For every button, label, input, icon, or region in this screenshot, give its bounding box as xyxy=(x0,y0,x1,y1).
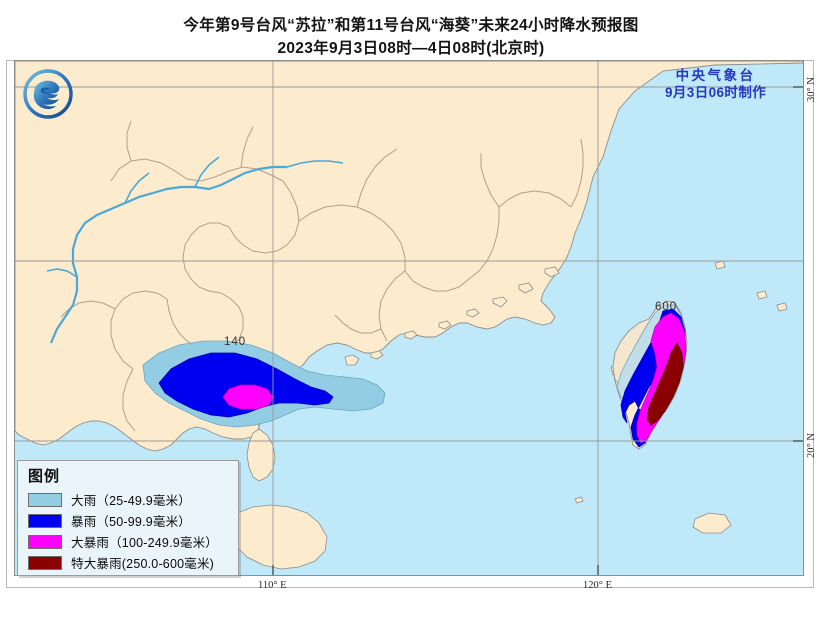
coastal-islet-d xyxy=(466,308,480,318)
latitude-label-20n: 20° N xyxy=(806,433,817,458)
title-line-2: 2023年9月3日08时—4日08时(北京时) xyxy=(277,40,545,57)
precip-bands-mainland xyxy=(142,340,386,428)
contour-label-140: 140 xyxy=(224,336,247,348)
dongsha-islet xyxy=(574,496,584,504)
latitude-label-30n: 30° N xyxy=(806,77,817,102)
coastal-islet-b xyxy=(404,330,418,340)
legend-swatch-extreme-torrential xyxy=(28,555,62,570)
longitude-label-110e: 110° E xyxy=(258,580,287,591)
band-100-mainland xyxy=(222,384,274,410)
river-group xyxy=(46,156,344,344)
coastal-islet-f xyxy=(518,282,534,294)
pearl-delta-islets xyxy=(344,354,360,366)
legend-item-heavy-torrential: 大暴雨（100-249.9毫米） xyxy=(28,531,218,552)
province-border-1 xyxy=(110,158,284,182)
legend-label-heavy-torrential: 大暴雨（100-249.9毫米） xyxy=(71,536,218,550)
province-border-17 xyxy=(240,126,254,168)
graticule-ticks xyxy=(272,86,803,575)
coastal-islet-g xyxy=(544,266,560,278)
logo-dragon-glyph xyxy=(33,80,60,109)
coastal-islet-e xyxy=(492,296,508,308)
legend-item-extreme-torrential: 特大暴雨(250.0-600毫米) xyxy=(28,552,218,573)
river-tributary-4 xyxy=(194,156,220,188)
legend-title: 图例 xyxy=(28,468,61,485)
legend-swatch-heavy-torrential xyxy=(28,534,62,549)
legend-label-torrential-rain: 暴雨（50-99.9毫米） xyxy=(71,515,191,529)
province-border-3 xyxy=(182,222,230,294)
province-border-16 xyxy=(126,120,132,162)
agency-name: 中央气象台 xyxy=(675,68,756,83)
legend-panel: 图例 大雨（25-49.9毫米） 暴雨（50-99.9毫米） 大暴雨（100-2… xyxy=(17,460,239,576)
province-border-9 xyxy=(404,270,470,292)
province-border-4 xyxy=(220,292,244,348)
longitude-label-120e: 120° E xyxy=(583,580,612,591)
province-border-7 xyxy=(122,368,136,432)
province-border-19 xyxy=(480,153,500,208)
map-graphics xyxy=(15,61,803,575)
province-border-13 xyxy=(570,138,584,208)
province-border-20 xyxy=(60,300,116,318)
logo-dragon-swirl xyxy=(41,87,50,94)
title-line-1: 今年第9号台风“苏拉”和第11号台风“海葵”未来24小时降水预报图 xyxy=(183,17,639,34)
coast-detail-group xyxy=(228,260,788,570)
cma-dragon-logo xyxy=(23,69,73,119)
province-border-18 xyxy=(356,148,398,208)
province-border-12 xyxy=(498,190,572,208)
province-border-8 xyxy=(298,204,406,271)
contour-label-600: 600 xyxy=(655,301,678,313)
legend-swatch-torrential-rain xyxy=(28,513,62,528)
legend-swatch-heavy-rain xyxy=(28,492,62,507)
east-islet-b xyxy=(776,302,788,312)
legend-label-extreme-torrential: 特大暴雨(250.0-600毫米) xyxy=(71,557,215,571)
south-islet-a xyxy=(692,512,732,534)
page-title: 今年第9号台风“苏拉”和第11号台风“海葵”未来24小时降水预报图 2023年9… xyxy=(0,14,822,60)
logo-ring xyxy=(23,69,73,119)
coastal-islet-a xyxy=(370,350,384,360)
agency-stamp: 中央气象台 9月3日06时制作 xyxy=(665,67,766,101)
province-border-14 xyxy=(334,314,382,334)
east-islet-c xyxy=(714,260,726,270)
band-250-taiwan xyxy=(646,342,684,426)
province-border-2 xyxy=(228,180,300,254)
province-boundary-group xyxy=(60,120,584,432)
province-border-11 xyxy=(468,207,500,280)
river-tributary-1 xyxy=(286,160,344,168)
legend-item-torrential-rain: 暴雨（50-99.9毫米） xyxy=(28,510,218,531)
legend-rows: 大雨（25-49.9毫米） 暴雨（50-99.9毫米） 大暴雨（100-249.… xyxy=(28,489,218,573)
legend-label-heavy-rain: 大雨（25-49.9毫米） xyxy=(71,494,191,508)
precip-bands-taiwan xyxy=(612,300,687,448)
issue-time: 9月3日06时制作 xyxy=(665,85,767,100)
legend-item-heavy-rain: 大雨（25-49.9毫米） xyxy=(28,489,218,510)
river-tributary-3 xyxy=(46,268,78,278)
graticule-lines xyxy=(15,61,803,575)
east-islet-a xyxy=(756,290,768,300)
river-tributary-2 xyxy=(124,172,150,204)
coastal-islet-c xyxy=(438,320,452,330)
